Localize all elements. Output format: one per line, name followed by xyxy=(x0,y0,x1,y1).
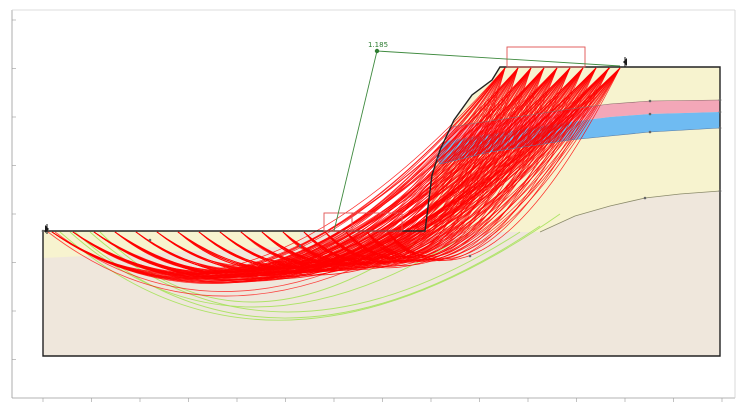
slip-surface-arc xyxy=(345,67,545,259)
boundary-vertex xyxy=(718,189,722,193)
slip-surface-arc xyxy=(261,67,621,270)
soil-boundary-line xyxy=(539,190,721,233)
slip-surface-arc xyxy=(261,67,545,262)
slip-surface-arc xyxy=(345,67,571,259)
y-axis-ticks xyxy=(12,19,16,360)
boundary-vertex xyxy=(298,244,302,248)
slip-surface-arc xyxy=(366,67,610,262)
slip-surface-arc xyxy=(156,67,584,275)
slip-surface-arc xyxy=(366,67,558,258)
slip-surface-arc xyxy=(47,67,621,297)
factor-of-safety-label: 1.185 xyxy=(368,41,388,49)
right-boundary-marker xyxy=(623,57,627,67)
boundary-vertex xyxy=(648,99,652,103)
boundary-vertex xyxy=(648,130,652,134)
boundary-vertex xyxy=(643,196,647,200)
slip-surface-arc xyxy=(219,67,519,264)
slip-surface-arc xyxy=(303,67,519,261)
slip-surface-arc xyxy=(282,67,558,266)
boundary-vertex xyxy=(648,112,652,116)
slip-surface-arc xyxy=(345,67,519,255)
left-boundary-marker xyxy=(45,224,49,234)
slip-surface-arc xyxy=(324,67,558,260)
water-layer-bottom-line xyxy=(435,127,721,165)
slip-center-point xyxy=(374,48,380,54)
slip-surface-arc xyxy=(345,67,597,263)
slip-surface-arc xyxy=(240,67,584,267)
slip-surface-arc xyxy=(324,67,584,264)
slip-surface-arc xyxy=(240,67,610,271)
slip-surface-arc xyxy=(303,67,571,265)
slip-surface-arc xyxy=(387,67,571,258)
surcharge-load-toe-right xyxy=(351,212,403,232)
boundary-vertex xyxy=(718,110,722,114)
boundary-vertex xyxy=(148,238,152,242)
slip-surface-arc xyxy=(282,67,506,262)
x-axis-ticks xyxy=(42,398,723,402)
surcharge-load-top xyxy=(506,46,586,68)
boundary-vertex xyxy=(41,229,45,233)
upper-soil-region xyxy=(43,67,720,232)
slip-surface-arc xyxy=(387,67,597,261)
boundary-vertex xyxy=(468,254,472,258)
slip-surface-arc xyxy=(387,67,545,258)
boundary-vertex xyxy=(718,98,722,102)
ground-surface-outline xyxy=(42,66,721,357)
axes xyxy=(11,9,736,402)
slip-center-link: 1.185 xyxy=(333,41,621,232)
slip-surface-arc xyxy=(324,67,610,264)
slip-surface-arc xyxy=(69,231,471,308)
boundary-vertices xyxy=(41,98,722,258)
slip-surface-arc xyxy=(345,67,621,263)
boundary-vertex xyxy=(718,126,722,130)
slip-surface-arc xyxy=(324,67,532,260)
slip-surface-arc xyxy=(54,67,611,292)
critical-slip-surfaces xyxy=(47,67,621,297)
slip-surface-arc xyxy=(74,225,541,319)
slip-surface-arc xyxy=(59,213,561,321)
weak-layer-region xyxy=(446,100,720,141)
slip-surface-arc xyxy=(387,67,621,261)
